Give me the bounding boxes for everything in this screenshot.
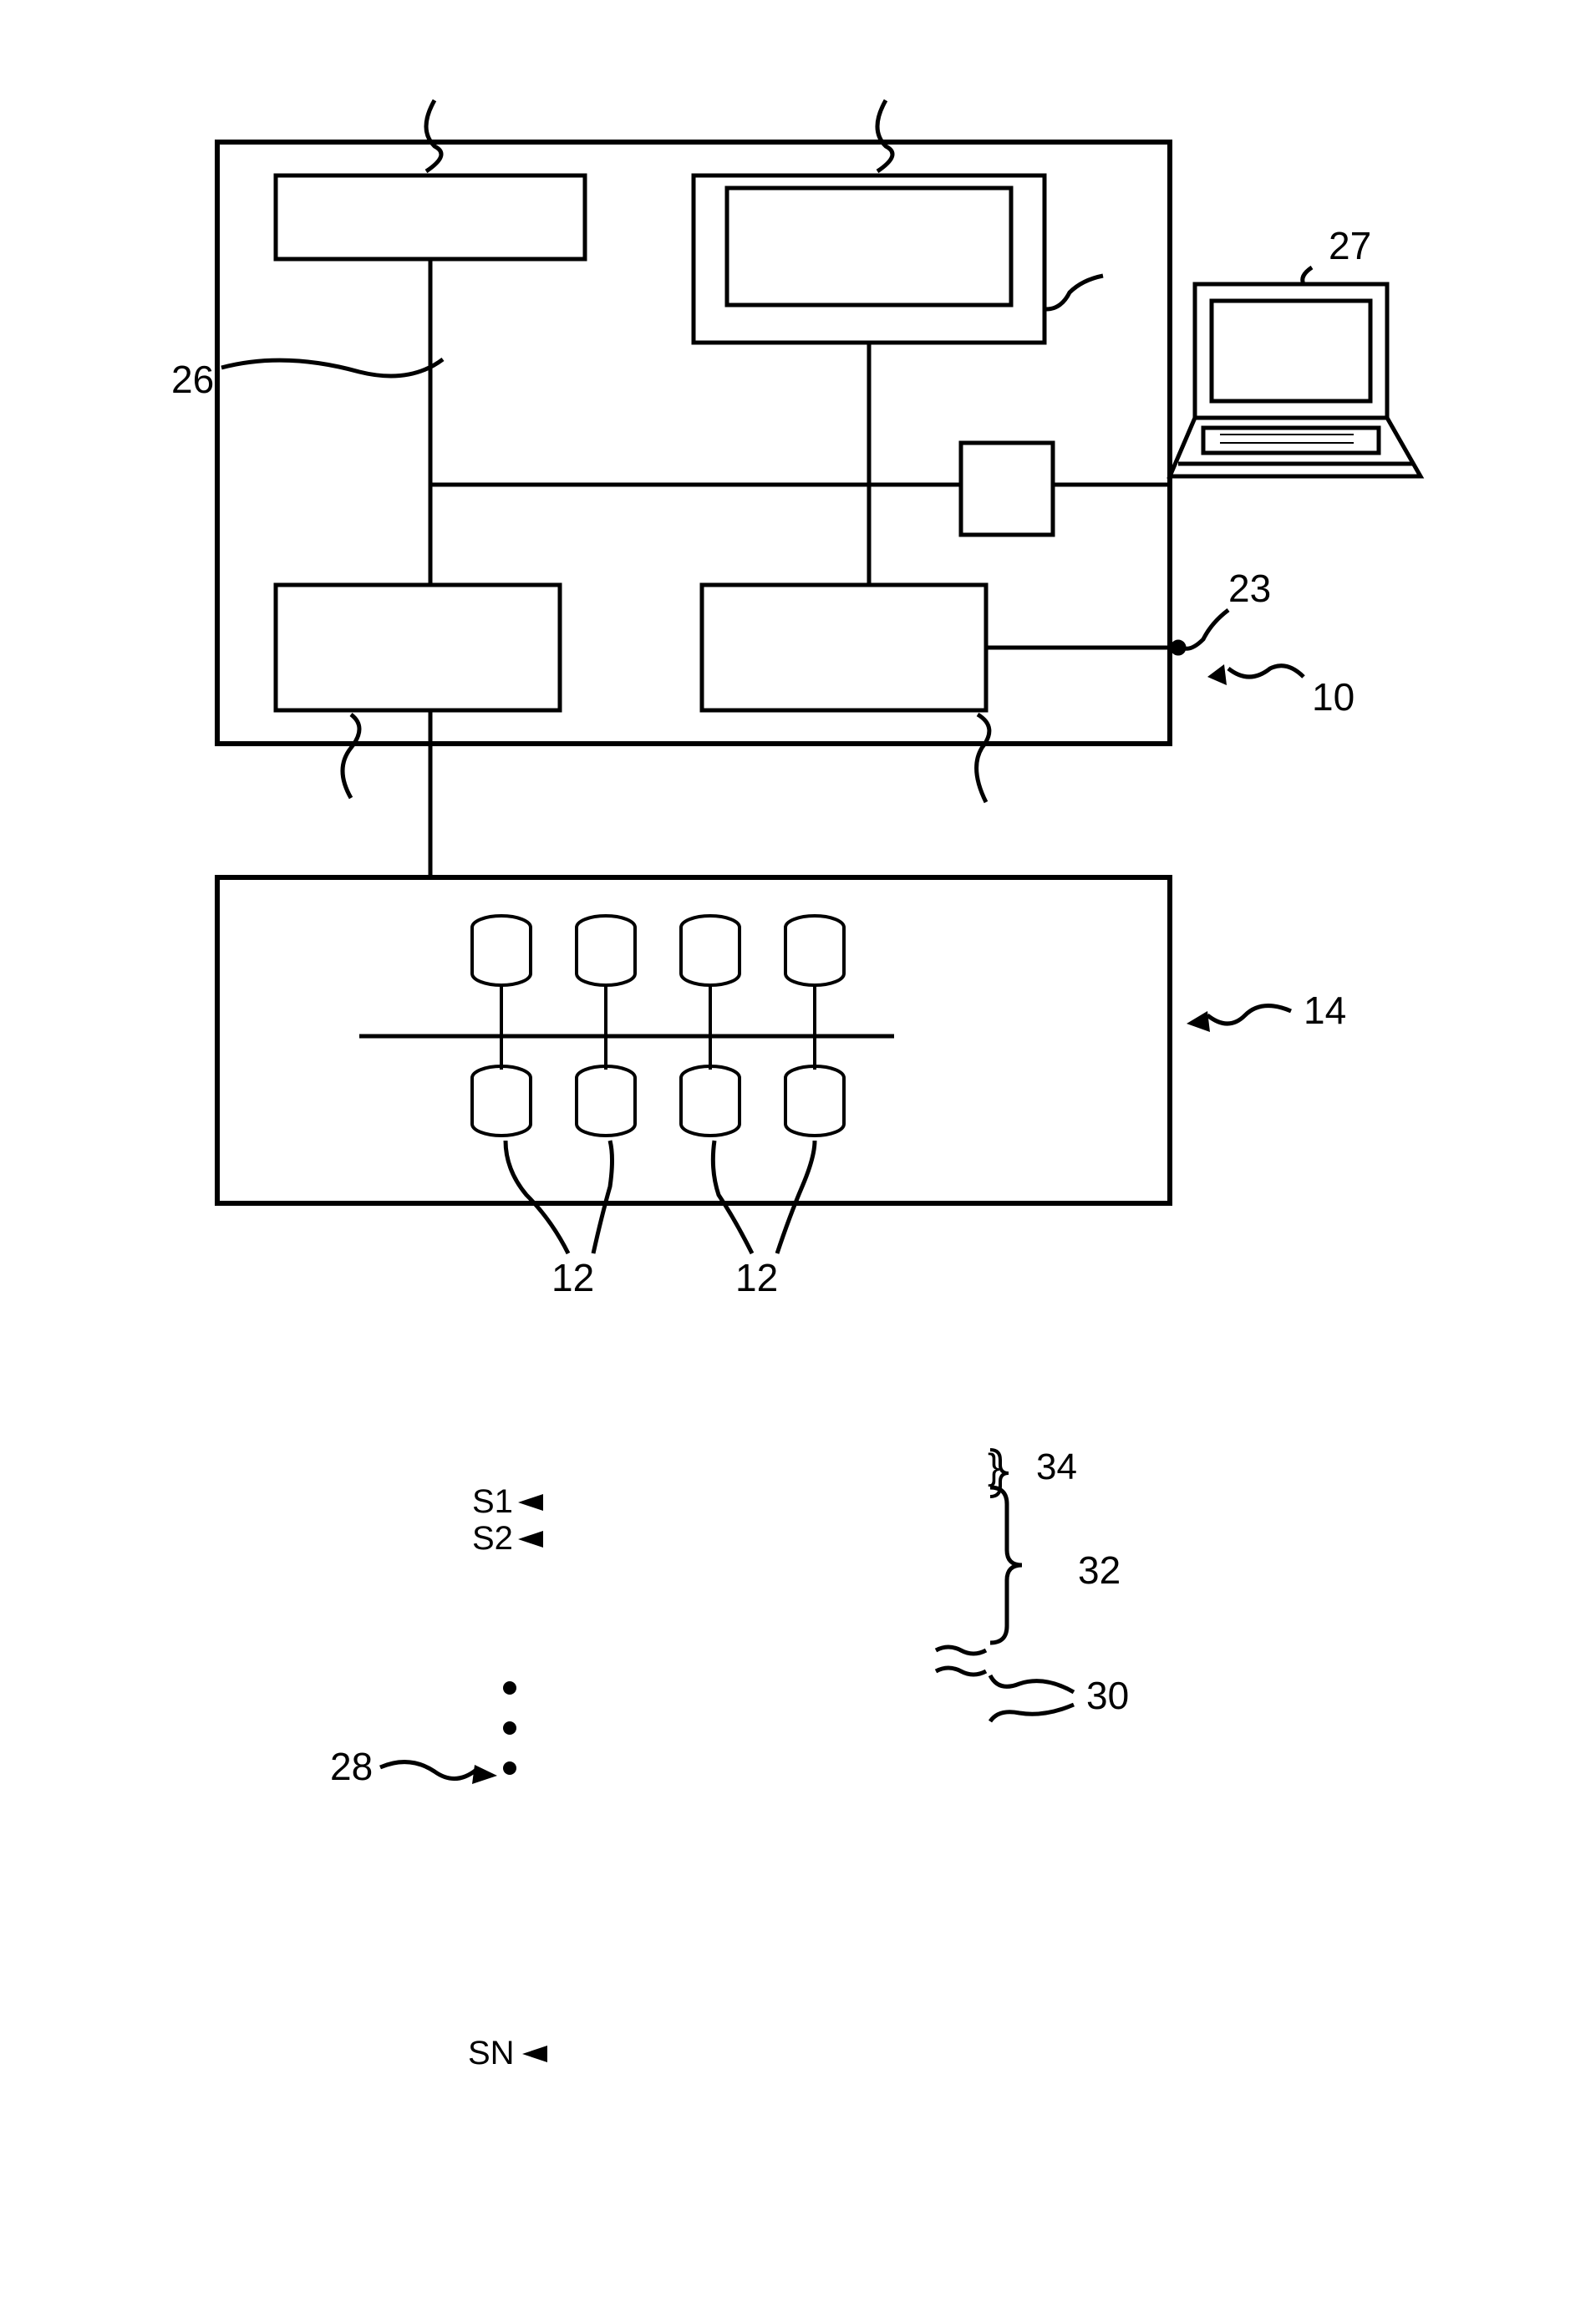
ref-26: 26 <box>171 358 214 401</box>
ref-14: 14 <box>1304 989 1346 1032</box>
lead-27 <box>1303 267 1312 284</box>
arrow-28 <box>472 1765 497 1784</box>
network-adapter-block <box>702 585 986 710</box>
ref-30: 30 <box>1086 1674 1129 1717</box>
lead-14 <box>1207 1006 1291 1024</box>
squiggle-row <box>936 1647 986 1654</box>
svg-text:}: } <box>988 1446 1000 1487</box>
ref-23: 23 <box>1228 567 1271 610</box>
io-25-block <box>961 443 1053 535</box>
memory-block <box>694 175 1045 343</box>
lead-10 <box>1228 666 1304 677</box>
ref-34: 34 <box>1036 1446 1077 1487</box>
arrow-10 <box>1207 664 1227 685</box>
ref-12-left: 12 <box>551 1256 594 1299</box>
processor-block <box>276 175 585 259</box>
figure-1: 26 23 10 27 <box>171 100 1421 1299</box>
ref-10: 10 <box>1312 675 1355 719</box>
squiggle-row2 <box>936 1668 986 1675</box>
side-dots <box>503 1681 516 1775</box>
storage-adapter-block <box>276 585 560 710</box>
row-s2: S2 <box>472 1520 513 1557</box>
lead-23 <box>1182 610 1228 648</box>
ref-32: 32 <box>1078 1548 1121 1592</box>
laptop-icon <box>1170 284 1421 476</box>
lead-30a <box>990 1675 1074 1692</box>
ref-28: 28 <box>330 1745 373 1788</box>
lead-30b <box>990 1705 1074 1721</box>
ref-27: 27 <box>1329 224 1371 267</box>
row-s1: S1 <box>472 1483 513 1520</box>
arrow-14 <box>1187 1011 1210 1032</box>
row-sn: SN <box>468 2035 515 2071</box>
os-block <box>727 188 1011 305</box>
ref-12-right: 12 <box>735 1256 778 1299</box>
brace-32 <box>990 1487 1022 1643</box>
figure-2: S1 S2 SN 28 34 } 32 30 <box>330 1446 1129 2071</box>
lead-28 <box>380 1762 476 1779</box>
